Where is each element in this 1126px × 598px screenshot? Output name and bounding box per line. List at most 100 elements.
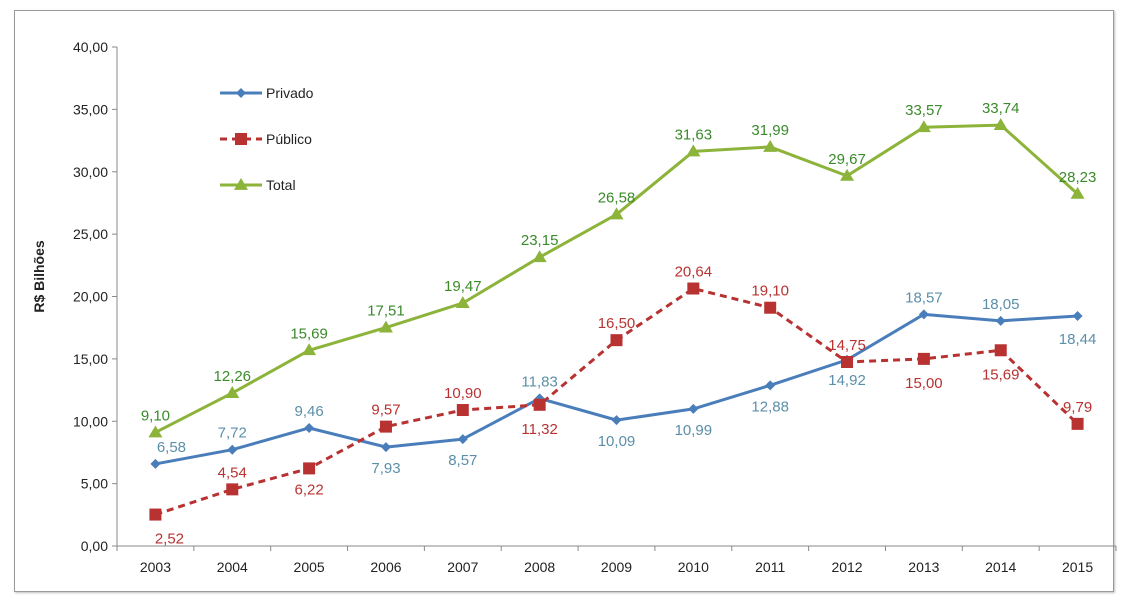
total-point <box>455 296 470 309</box>
x-tick-label: 2014 <box>985 559 1016 575</box>
total-point <box>916 120 931 133</box>
total-point <box>148 425 163 438</box>
publico-point <box>149 508 162 521</box>
publico-point <box>917 352 930 365</box>
legend-label-privado: Privado <box>266 85 314 101</box>
x-tick-label: 2008 <box>524 559 555 575</box>
privado-point <box>995 315 1006 326</box>
publico-data-label: 14,75 <box>828 337 866 354</box>
privado-point <box>688 403 699 414</box>
privado-data-label: 6,58 <box>157 439 186 456</box>
publico-point <box>379 420 392 433</box>
y-tick-label: 15,00 <box>73 351 108 367</box>
total-data-label: 15,69 <box>290 325 328 342</box>
x-tick-label: 2004 <box>217 559 248 575</box>
y-tick-label: 20,00 <box>73 289 108 305</box>
privado-data-label: 18,57 <box>905 289 943 306</box>
x-tick-label: 2013 <box>908 559 939 575</box>
total-data-label: 29,67 <box>828 151 866 168</box>
total-point <box>302 343 317 356</box>
total-data-label: 33,74 <box>982 100 1020 117</box>
privado-point <box>380 442 391 453</box>
publico-point <box>764 301 777 314</box>
publico-data-label: 20,64 <box>675 264 713 281</box>
x-tick-label: 2005 <box>294 559 325 575</box>
legend-label-total: Total <box>266 177 296 193</box>
publico-data-label: 15,69 <box>982 366 1020 383</box>
privado-data-label: 11,83 <box>521 373 557 390</box>
publico-point <box>533 398 546 411</box>
x-tick-label: 2011 <box>755 559 785 575</box>
privado-data-label: 7,93 <box>371 460 400 477</box>
total-point <box>840 168 855 181</box>
x-tick-label: 2010 <box>678 559 709 575</box>
total-data-label: 33,57 <box>905 102 943 119</box>
x-tick-label: 2012 <box>831 559 862 575</box>
y-tick-label: 30,00 <box>73 164 108 180</box>
privado-data-label: 14,92 <box>828 372 866 389</box>
publico-data-label: 10,90 <box>444 385 482 402</box>
y-tick-label: 0,00 <box>81 538 108 554</box>
publico-point <box>456 404 469 417</box>
privado-point <box>1072 310 1083 321</box>
publico-point <box>226 483 239 496</box>
total-data-label: 23,15 <box>521 232 559 249</box>
publico-point <box>994 344 1007 357</box>
publico-data-label: 4,54 <box>218 464 247 481</box>
publico-data-label: 19,10 <box>751 283 789 300</box>
total-data-label: 19,47 <box>444 278 482 295</box>
total-data-label: 28,23 <box>1059 169 1097 186</box>
x-tick-label: 2003 <box>140 559 171 575</box>
publico-data-label: 15,00 <box>905 375 943 392</box>
privado-point <box>150 458 161 469</box>
publico-data-label: 11,32 <box>521 421 557 438</box>
legend-label-publico: Público <box>266 131 312 147</box>
publico-data-label: 16,50 <box>598 315 636 332</box>
privado-data-label: 10,99 <box>675 422 713 439</box>
privado-point <box>918 309 929 320</box>
privado-point <box>304 422 315 433</box>
total-point <box>532 250 547 263</box>
total-point <box>993 118 1008 130</box>
publico-data-label: 9,79 <box>1063 399 1092 416</box>
total-point <box>609 207 624 220</box>
privado-data-label: 10,09 <box>598 433 636 450</box>
legend-marker-publico <box>235 133 247 145</box>
total-data-label: 17,51 <box>367 303 405 320</box>
y-tick-label: 5,00 <box>81 476 108 492</box>
total-point <box>1070 186 1085 199</box>
total-data-label: 26,58 <box>598 189 636 206</box>
privado-data-label: 18,44 <box>1059 331 1097 348</box>
total-data-label: 9,10 <box>141 407 170 424</box>
total-data-label: 31,99 <box>751 122 789 139</box>
y-tick-label: 25,00 <box>73 226 108 242</box>
legend-marker-privado <box>236 88 246 98</box>
publico-point <box>841 355 854 368</box>
publico-data-label: 6,22 <box>295 481 324 498</box>
total-point <box>378 320 393 333</box>
privado-data-label: 7,72 <box>218 425 247 442</box>
publico-point <box>687 282 700 295</box>
publico-data-label: 9,57 <box>371 402 400 419</box>
total-data-label: 12,26 <box>213 368 251 385</box>
total-point <box>763 139 778 152</box>
publico-point <box>610 334 623 347</box>
legend-marker-total <box>234 178 248 190</box>
publico-data-label: 2,52 <box>155 531 184 548</box>
y-tick-label: 40,00 <box>73 39 108 55</box>
x-tick-label: 2006 <box>370 559 401 575</box>
privado-data-label: 8,57 <box>448 452 477 469</box>
x-tick-label: 2015 <box>1062 559 1093 575</box>
x-tick-label: 2007 <box>447 559 478 575</box>
chart-frame <box>14 10 1114 592</box>
x-tick-label: 2009 <box>601 559 632 575</box>
total-data-label: 31,63 <box>675 126 713 143</box>
total-point <box>686 144 701 157</box>
y-tick-label: 10,00 <box>73 413 108 429</box>
y-axis-title: R$ Bilhões <box>31 240 47 313</box>
privado-data-label: 18,05 <box>982 296 1020 313</box>
privado-point <box>765 380 776 391</box>
publico-point <box>1071 417 1084 430</box>
y-tick-label: 35,00 <box>73 101 108 117</box>
